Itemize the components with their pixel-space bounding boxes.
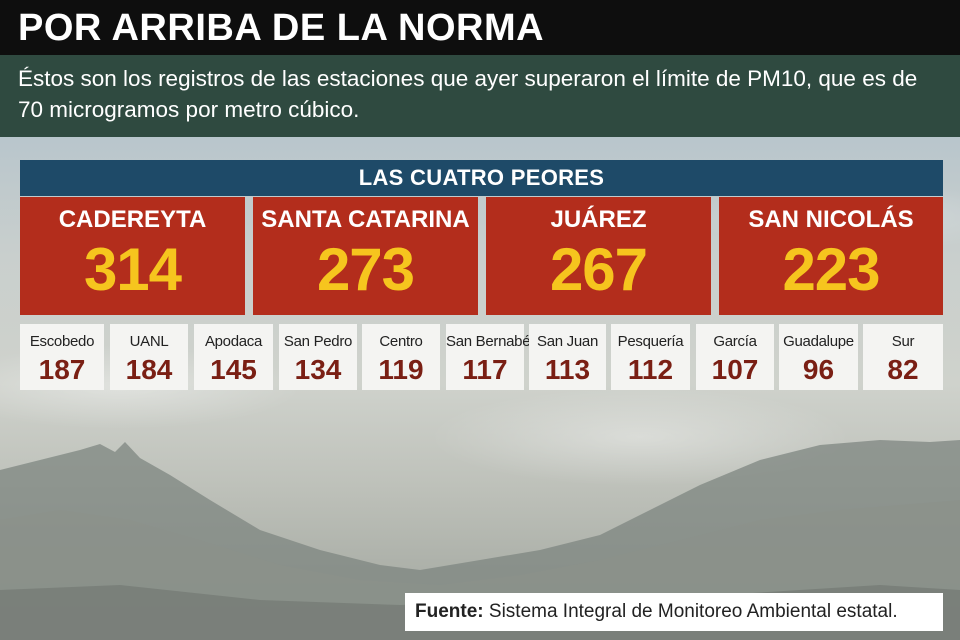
top4-value: 267 <box>549 236 648 303</box>
top4-value: 223 <box>782 236 880 303</box>
top4-value: 314 <box>83 236 182 303</box>
subtitle-bar: Éstos son los registros de las estacione… <box>0 55 960 137</box>
station-name: García <box>713 333 757 350</box>
page-subtitle: Éstos son los registros de las estacione… <box>18 66 918 122</box>
station-name: Centro <box>379 333 423 350</box>
top4-name: CADEREYTA <box>58 206 207 233</box>
station-cell: Pesquería 112 <box>611 324 690 390</box>
top4-box: JUÁREZ 267 <box>486 197 711 315</box>
station-cell: García 107 <box>696 324 774 390</box>
station-name: San Pedro <box>283 333 353 350</box>
station-cell: Guadalupe 96 <box>779 324 858 390</box>
station-cell: Sur 82 <box>863 324 943 390</box>
station-value: 145 <box>210 354 257 385</box>
station-value: 113 <box>544 354 591 385</box>
station-value: 107 <box>711 354 759 385</box>
top4-name: SANTA CATARINA <box>261 206 470 233</box>
station-value: 96 <box>802 354 835 385</box>
top4-box: SANTA CATARINA 273 <box>253 197 478 315</box>
station-name: Escobedo <box>29 333 95 350</box>
station-cell: San Bernabé 117 <box>446 324 531 390</box>
top4-header: LAS CUATRO PEORES <box>20 160 943 196</box>
station-name: San Bernabé <box>446 333 531 350</box>
top4-name: JUÁREZ <box>550 206 647 233</box>
source-note: Fuente: Sistema Integral de Monitoreo Am… <box>405 593 943 631</box>
station-value: 117 <box>462 354 508 385</box>
station-cell: San Juan 113 <box>529 324 606 390</box>
station-cell: Escobedo 187 <box>20 324 104 390</box>
station-cell: San Pedro 134 <box>279 324 357 390</box>
top4-name: SAN NICOLÁS <box>748 206 914 233</box>
page-title: POR ARRIBA DE LA NORMA <box>18 7 545 49</box>
top4-box: SAN NICOLÁS 223 <box>719 197 943 315</box>
station-name: Pesquería <box>617 333 684 350</box>
station-name: Apodaca <box>204 333 263 350</box>
station-name: Sur <box>891 333 915 350</box>
station-value: 134 <box>294 354 342 385</box>
top4-value: 273 <box>316 236 415 303</box>
station-name: Guadalupe <box>783 333 854 350</box>
station-value: 82 <box>887 354 919 385</box>
source-text: Sistema Integral de Monitoreo Ambiental … <box>488 601 898 622</box>
station-cell: UANL 184 <box>110 324 188 390</box>
top4-box: CADEREYTA 314 <box>20 197 245 315</box>
station-cell: Apodaca 145 <box>194 324 273 390</box>
station-value: 187 <box>38 354 86 385</box>
title-bar: POR ARRIBA DE LA NORMA <box>0 0 960 55</box>
station-name: San Juan <box>537 333 598 350</box>
station-cell: Centro 119 <box>362 324 440 390</box>
source-label: Fuente: <box>415 601 484 622</box>
station-value: 112 <box>627 354 674 385</box>
station-value: 184 <box>125 354 173 385</box>
station-value: 119 <box>378 354 424 385</box>
station-name: UANL <box>129 333 169 350</box>
